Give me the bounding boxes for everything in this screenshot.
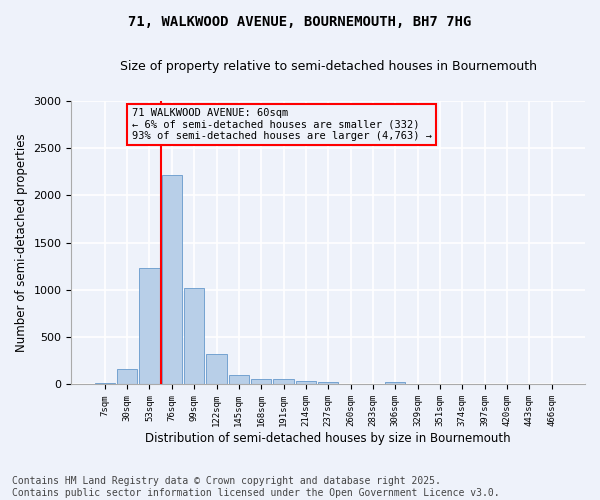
Text: 71 WALKWOOD AVENUE: 60sqm
← 6% of semi-detached houses are smaller (332)
93% of : 71 WALKWOOD AVENUE: 60sqm ← 6% of semi-d… [131, 108, 431, 142]
Y-axis label: Number of semi-detached properties: Number of semi-detached properties [15, 133, 28, 352]
Bar [95, 382, 115, 384]
Bar [296, 380, 316, 384]
Bar [206, 354, 227, 384]
Bar [251, 379, 271, 384]
Bar [229, 375, 249, 384]
Bar [139, 268, 160, 384]
Title: Size of property relative to semi-detached houses in Bournemouth: Size of property relative to semi-detach… [120, 60, 537, 73]
Bar [274, 380, 293, 384]
Bar [117, 370, 137, 384]
Bar [162, 176, 182, 384]
Bar [385, 382, 405, 384]
X-axis label: Distribution of semi-detached houses by size in Bournemouth: Distribution of semi-detached houses by … [145, 432, 511, 445]
Bar [184, 288, 204, 384]
Text: Contains HM Land Registry data © Crown copyright and database right 2025.
Contai: Contains HM Land Registry data © Crown c… [12, 476, 500, 498]
Bar [318, 382, 338, 384]
Text: 71, WALKWOOD AVENUE, BOURNEMOUTH, BH7 7HG: 71, WALKWOOD AVENUE, BOURNEMOUTH, BH7 7H… [128, 15, 472, 29]
